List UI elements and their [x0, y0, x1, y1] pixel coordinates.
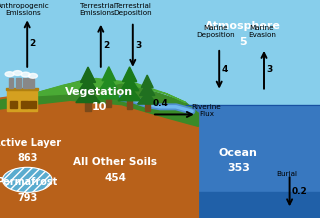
- Bar: [10, 101, 17, 108]
- Polygon shape: [78, 77, 98, 92]
- Text: All Other Soils: All Other Soils: [73, 157, 157, 167]
- Text: Terrestrial
Deposition: Terrestrial Deposition: [114, 3, 152, 16]
- Text: Marine
Evasion: Marine Evasion: [248, 25, 276, 38]
- Bar: [21, 101, 28, 108]
- Text: Marine
Deposition: Marine Deposition: [197, 25, 235, 38]
- Text: 2: 2: [103, 41, 109, 50]
- Text: 10: 10: [92, 102, 107, 112]
- Text: Vegetation: Vegetation: [65, 87, 133, 97]
- Text: Active Layer: Active Layer: [0, 138, 61, 148]
- Ellipse shape: [5, 72, 14, 77]
- Polygon shape: [102, 67, 116, 81]
- Ellipse shape: [13, 71, 22, 75]
- Bar: [29, 78, 34, 88]
- Text: 3: 3: [135, 41, 141, 50]
- Text: 454: 454: [104, 173, 126, 183]
- Polygon shape: [186, 105, 320, 218]
- Text: 353: 353: [227, 163, 250, 173]
- Bar: [23, 78, 28, 88]
- Bar: [16, 78, 21, 88]
- Polygon shape: [140, 83, 155, 95]
- Bar: [9, 78, 13, 88]
- Text: 3: 3: [266, 65, 273, 74]
- Polygon shape: [100, 75, 117, 89]
- Text: Burial: Burial: [276, 171, 297, 177]
- Polygon shape: [26, 78, 186, 102]
- Polygon shape: [166, 98, 198, 218]
- Polygon shape: [123, 67, 137, 82]
- Bar: [106, 97, 111, 107]
- Text: 0.4: 0.4: [153, 99, 169, 108]
- Bar: [145, 102, 150, 111]
- Text: Ocean: Ocean: [219, 148, 258, 158]
- Bar: [7, 89, 37, 111]
- Polygon shape: [120, 76, 139, 91]
- Text: Permafrost: Permafrost: [0, 177, 58, 187]
- Bar: [6, 88, 38, 90]
- Bar: [29, 101, 36, 108]
- Text: 2: 2: [29, 39, 36, 48]
- Polygon shape: [0, 87, 198, 218]
- Text: Terrestrial
Emissions: Terrestrial Emissions: [80, 3, 116, 16]
- Text: 4: 4: [221, 65, 228, 74]
- Bar: [127, 99, 132, 109]
- Bar: [85, 101, 91, 111]
- Ellipse shape: [28, 73, 37, 78]
- Polygon shape: [76, 87, 100, 102]
- Ellipse shape: [21, 72, 30, 77]
- Text: 0.2: 0.2: [292, 187, 308, 196]
- Polygon shape: [98, 85, 120, 99]
- Polygon shape: [141, 75, 153, 88]
- Text: 863: 863: [17, 153, 37, 164]
- Polygon shape: [80, 67, 96, 82]
- Text: Riverine
Flux: Riverine Flux: [192, 104, 221, 117]
- Text: 5: 5: [239, 37, 247, 47]
- Text: Atmosphere: Atmosphere: [205, 21, 281, 31]
- Ellipse shape: [3, 167, 52, 192]
- Text: 793: 793: [17, 193, 37, 203]
- Polygon shape: [0, 78, 198, 126]
- Text: Anthropogenic
Emissions: Anthropogenic Emissions: [0, 3, 49, 16]
- Polygon shape: [138, 92, 157, 104]
- Polygon shape: [186, 192, 320, 218]
- Polygon shape: [118, 86, 141, 101]
